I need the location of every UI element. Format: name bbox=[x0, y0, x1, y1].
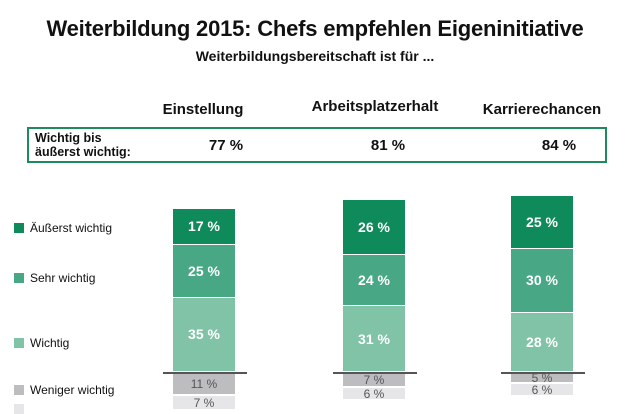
legend-swatch-4 bbox=[14, 404, 24, 414]
category-header-arbeitsplatzerhalt: Arbeitsplatzerhalt bbox=[311, 98, 439, 115]
legend-item-0: Äußerst wichtig bbox=[14, 221, 112, 235]
summary-value-einstellung: 77 % bbox=[208, 137, 244, 154]
bar-segment-arbeitsplatzerhalt-1: 24 % bbox=[343, 255, 405, 307]
legend-item-4 bbox=[14, 404, 30, 414]
legend-swatch-3 bbox=[14, 385, 24, 395]
category-header-karrierechancen: Karrierechancen bbox=[482, 101, 602, 118]
summary-box: Wichtig bis äußerst wichtig: 77 % 81 % 8… bbox=[27, 127, 607, 163]
legend-item-3: Weniger wichtig bbox=[14, 383, 114, 397]
chart-title: Weiterbildung 2015: Chefs empfehlen Eige… bbox=[46, 16, 584, 41]
summary-value-karrierechancen: 84 % bbox=[541, 137, 577, 154]
summary-label: Wichtig bis äußerst wichtig: bbox=[35, 131, 131, 159]
category-header-einstellung: Einstellung bbox=[162, 101, 244, 118]
legend-swatch-1 bbox=[14, 273, 24, 283]
baseline-arbeitsplatzerhalt bbox=[333, 372, 417, 374]
legend-item-2: Wichtig bbox=[14, 336, 69, 350]
summary-label-line1: Wichtig bis bbox=[35, 131, 102, 145]
bar-segment-einstellung-0: 17 % bbox=[173, 208, 235, 245]
summary-label-line2: äußerst wichtig: bbox=[35, 145, 131, 159]
legend-swatch-2 bbox=[14, 338, 24, 348]
bar-segment-karrierechancen-1: 30 % bbox=[511, 249, 573, 313]
bar-segment-arbeitsplatzerhalt-2: 31 % bbox=[343, 306, 405, 372]
bar-segment-arbeitsplatzerhalt-3: 7 % bbox=[343, 373, 405, 387]
bar-segment-einstellung-1: 25 % bbox=[173, 244, 235, 298]
legend-item-1: Sehr wichtig bbox=[14, 271, 95, 285]
bar-segment-karrierechancen-2: 28 % bbox=[511, 312, 573, 372]
bar-segment-karrierechancen-3: 5 % bbox=[511, 371, 573, 385]
legend-label-1: Sehr wichtig bbox=[30, 271, 96, 285]
bar-segment-karrierechancen-4: 6 % bbox=[511, 383, 573, 397]
baseline-karrierechancen bbox=[501, 372, 585, 374]
bar-segment-einstellung-3: 11 % bbox=[173, 373, 235, 395]
bar-segment-einstellung-4: 7 % bbox=[173, 396, 235, 410]
legend-label-3: Weniger wichtig bbox=[30, 383, 115, 397]
legend-label-2: Wichtig bbox=[30, 336, 70, 350]
legend-label-0: Äußerst wichtig bbox=[30, 221, 113, 235]
bar-segment-arbeitsplatzerhalt-4: 6 % bbox=[343, 387, 405, 401]
summary-value-arbeitsplatzerhalt: 81 % bbox=[370, 137, 406, 154]
legend-swatch-0 bbox=[14, 223, 24, 233]
baseline-einstellung bbox=[163, 372, 247, 374]
chart-subtitle: Weiterbildungsbereitschaft ist für ... bbox=[195, 48, 435, 64]
bar-segment-karrierechancen-0: 25 % bbox=[511, 196, 573, 250]
bar-segment-arbeitsplatzerhalt-0: 26 % bbox=[343, 200, 405, 256]
bar-segment-einstellung-2: 35 % bbox=[173, 297, 235, 372]
